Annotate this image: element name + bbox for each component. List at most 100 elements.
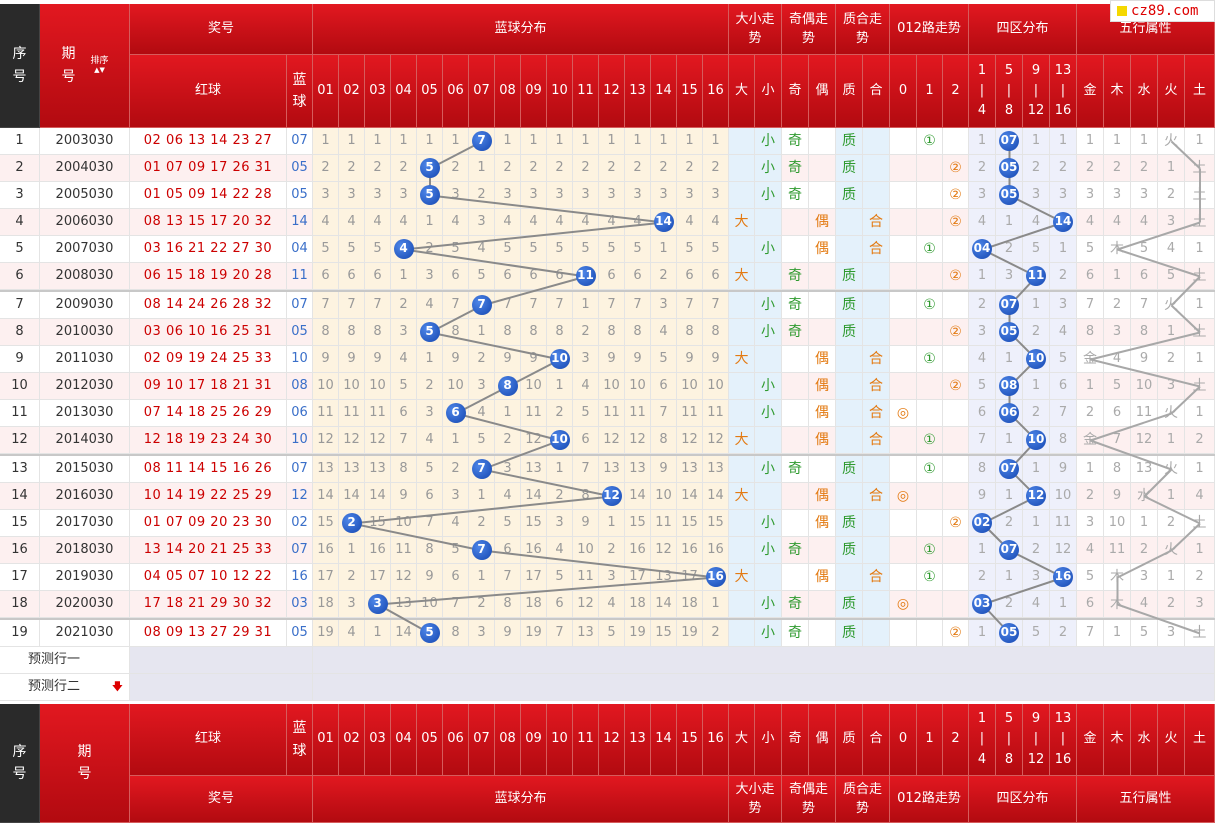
dist-cell: 1: [469, 319, 495, 346]
dist-cell: 1: [521, 128, 547, 155]
blue-ball-marker: 12: [601, 486, 622, 506]
route-cell: [890, 346, 917, 373]
predict-arrow-icon[interactable]: 🡇: [111, 679, 123, 693]
dist-cell: 12: [339, 427, 365, 454]
oe-cell: 奇: [782, 128, 809, 155]
element-cell: 10: [1104, 510, 1131, 537]
dist-cell: 1: [625, 128, 651, 155]
row-red-balls: 01 07 09 20 23 30: [130, 510, 287, 537]
blue-ball-marker: 7: [471, 131, 492, 151]
predict-row-label[interactable]: 预测行一: [0, 647, 130, 674]
dist-cell: 13: [599, 456, 625, 483]
row-red-balls: 17 18 21 29 30 32: [130, 591, 287, 618]
zone-ball-marker: 07: [999, 459, 1019, 479]
blue-ball-marker: 7: [471, 459, 492, 479]
element-cell: 1: [1185, 292, 1215, 319]
row-blue-ball: 06: [287, 400, 313, 427]
dist-cell: 8: [521, 319, 547, 346]
dist-cell: 14: [651, 591, 677, 618]
zone-cell: 4: [1050, 319, 1077, 346]
header-route012: 012路走势: [890, 4, 969, 55]
element-cell: 土: [1185, 182, 1215, 209]
predict-red-input[interactable]: [130, 647, 313, 674]
dist-cell: 9: [495, 620, 521, 647]
element-cell: 2: [1131, 155, 1158, 182]
element-cell: 5: [1158, 263, 1185, 290]
route-cell: ①: [917, 564, 943, 591]
footer-blue-col-06: 06: [443, 704, 469, 776]
dist-cell: 2: [391, 292, 417, 319]
zone-cell: 1: [996, 564, 1023, 591]
oe-cell: 偶: [809, 236, 836, 263]
dist-cell: 3: [573, 346, 599, 373]
dist-cell: 1: [495, 400, 521, 427]
dist-cell: 4: [599, 591, 625, 618]
footer-zone-col-3-part: 13: [1054, 711, 1072, 727]
route-cell: [890, 620, 917, 647]
footer-draw: 奖号: [130, 776, 313, 823]
dist-cell: 7: [573, 456, 599, 483]
zone-ball-marker: 14: [1053, 212, 1073, 232]
zone-cell: 7: [1050, 400, 1077, 427]
row-seq: 14: [0, 483, 40, 510]
zone-cell: 1: [1050, 236, 1077, 263]
oe-cell: [809, 456, 836, 483]
element-cell: 2: [1131, 537, 1158, 564]
element-cell: 金: [1077, 427, 1104, 454]
dist-cell: 2: [339, 155, 365, 182]
dist-cell: 7: [651, 400, 677, 427]
zone-cell: 9: [969, 483, 996, 510]
predict-dist-input[interactable]: [313, 647, 1215, 674]
header-odd-even: 奇偶走势: [782, 4, 836, 55]
zone-cell: 1: [1023, 510, 1050, 537]
blue-ball-marker: 8: [497, 376, 518, 396]
bs-cell: [729, 319, 755, 346]
route-cell: [890, 263, 917, 290]
dist-cell: 7: [677, 292, 703, 319]
row-blue-ball: 12: [287, 483, 313, 510]
sort-label: 排序: [90, 55, 109, 66]
route-cell: [890, 236, 917, 263]
route-cell: [890, 182, 917, 209]
zone-cell: 11: [1050, 510, 1077, 537]
row-period: 2013030: [40, 400, 130, 427]
dist-cell: 4: [391, 346, 417, 373]
dist-cell: 6: [547, 591, 573, 618]
dist-cell: 2: [469, 346, 495, 373]
footer-big-small-label: 大小走势: [735, 781, 775, 817]
row-seq: 3: [0, 182, 40, 209]
blue-ball-marker: 2: [341, 513, 362, 533]
element-cell: 2: [1158, 510, 1185, 537]
zone-cell: 3: [1050, 292, 1077, 319]
header-period[interactable]: 期号 排序 ▲▼: [40, 4, 130, 128]
sort-button[interactable]: 排序 ▲▼: [90, 55, 109, 75]
bs-cell: [729, 620, 755, 647]
row-seq: 16: [0, 537, 40, 564]
dist-cell: 5: [573, 400, 599, 427]
dist-cell: 2: [547, 155, 573, 182]
dist-cell: 13: [339, 456, 365, 483]
row-red-balls: 02 09 19 24 25 33: [130, 346, 287, 373]
bs-cell: [729, 155, 755, 182]
oe-cell: [809, 537, 836, 564]
footer-el-col-1: 木: [1104, 704, 1131, 776]
zone-cell: 1: [1023, 128, 1050, 155]
pc-cell: 合: [863, 209, 890, 236]
footer-blue-col-01: 01: [313, 704, 339, 776]
oe-cell: 偶: [809, 483, 836, 510]
row-blue-ball: 10: [287, 346, 313, 373]
header-zone: 四区分布: [969, 4, 1077, 55]
pc-cell: [863, 128, 890, 155]
header-zone-col-0: 1 | 4: [969, 55, 996, 128]
header-odd-even-label: 奇偶走势: [788, 11, 828, 47]
site-logo[interactable]: cz89.com: [1110, 0, 1215, 22]
zone-cell: 4: [1023, 591, 1050, 618]
predict-row-label[interactable]: 预测行二 🡇: [0, 674, 130, 701]
header-blue-col-08: 08: [495, 55, 521, 128]
element-cell: 土: [1185, 319, 1215, 346]
dist-cell: 9: [417, 564, 443, 591]
dist-cell: 7: [521, 292, 547, 319]
dist-cell: 6: [573, 427, 599, 454]
predict-dist-input[interactable]: [313, 674, 1215, 701]
predict-red-input[interactable]: [130, 674, 313, 701]
